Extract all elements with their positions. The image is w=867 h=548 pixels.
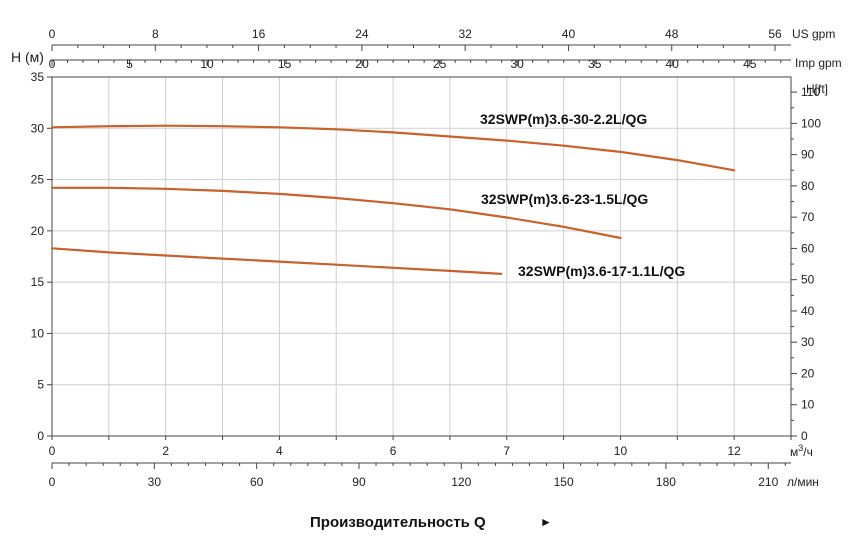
y-left-axis-label: H (м) bbox=[11, 49, 44, 65]
y-right-tick-label: 70 bbox=[801, 210, 815, 224]
y-right-tick-label: 20 bbox=[801, 366, 815, 380]
y-left-tick-label: 10 bbox=[31, 326, 45, 340]
x-lmin-tick-label: 30 bbox=[148, 475, 162, 489]
x-top-imp-tick-label: 45 bbox=[743, 57, 757, 71]
y-right-tick-label: 10 bbox=[801, 398, 815, 412]
x-m3h-tick-label: 4 bbox=[276, 444, 283, 458]
series-layer: 32SWP(m)3.6-30-2.2L/QG 32SWP(m)3.6-23-1.5… bbox=[50, 111, 736, 279]
x-lmin-tick-label: 90 bbox=[352, 475, 366, 489]
x-top-imp-tick-label: 35 bbox=[588, 57, 602, 71]
y-left-tick-label: 35 bbox=[31, 70, 45, 84]
y-left-tick-label: 0 bbox=[37, 429, 44, 443]
x-lmin-tick-label: 120 bbox=[451, 475, 471, 489]
y-right-tick-label: 60 bbox=[801, 241, 815, 255]
y-left-tick-label: 30 bbox=[31, 121, 45, 135]
x-m3h-tick-label: 7 bbox=[503, 444, 510, 458]
y-right-tick-label: 110 bbox=[801, 85, 820, 99]
x-axis-arrow-icon: ► bbox=[540, 515, 552, 529]
plot-frame bbox=[51, 76, 792, 437]
m3h-label-base: м bbox=[790, 445, 798, 459]
x-lmin-tick-label: 180 bbox=[656, 475, 676, 489]
x-m3h-tick-label: 12 bbox=[727, 444, 741, 458]
x-m3h-axis-label: м3/ч bbox=[790, 443, 813, 459]
x-top-imp-tick-label: 20 bbox=[355, 57, 369, 71]
x-top-us-tick-label: 32 bbox=[458, 27, 472, 41]
series-label: 32SWP(m)3.6-23-1.5L/QG bbox=[481, 191, 648, 207]
x-top-us-tick-label: 56 bbox=[768, 27, 782, 41]
y-right-axis-label: H[ft] bbox=[806, 82, 828, 96]
m3h-label-sup: 3 bbox=[798, 443, 803, 453]
x-top-us-tick-label: 40 bbox=[562, 27, 576, 41]
x-top-imp-tick-label: 30 bbox=[510, 57, 524, 71]
m3h-label-tail: /ч bbox=[803, 445, 813, 459]
y-left-tick-label: 20 bbox=[31, 224, 45, 238]
x-top-us-tick-label: 0 bbox=[49, 27, 56, 41]
x-m3h-tick-label: 0 bbox=[49, 444, 56, 458]
x-top-imp-gpm-label: Imp gpm bbox=[795, 56, 842, 70]
x-lmin-tick-label: 150 bbox=[554, 475, 574, 489]
y-right-tick-label: 30 bbox=[801, 335, 815, 349]
x-top-imp-tick-label: 10 bbox=[200, 57, 214, 71]
x-m3h-tick-label: 10 bbox=[614, 444, 628, 458]
ticks-layer: 0510152025303501020304050607080901001100… bbox=[31, 27, 822, 489]
x-top-us-tick-label: 8 bbox=[152, 27, 159, 41]
x-top-us-tick-label: 24 bbox=[355, 27, 369, 41]
grid-layer bbox=[51, 76, 792, 437]
x-m3h-tick-label: 6 bbox=[390, 444, 397, 458]
series-label: 32SWP(m)3.6-17-1.1L/QG bbox=[518, 263, 685, 279]
y-left-tick-label: 5 bbox=[37, 378, 44, 392]
x-lmin-tick-label: 210 bbox=[758, 475, 778, 489]
x-top-imp-tick-label: 5 bbox=[126, 57, 133, 71]
x-top-imp-tick-label: 0 bbox=[49, 57, 56, 71]
y-right-tick-label: 100 bbox=[801, 116, 821, 130]
x-axis-title: Производительность Q bbox=[310, 514, 486, 531]
x-top-imp-tick-label: 15 bbox=[278, 57, 292, 71]
labels-layer: H (м) H[ft] US gpm Imp gpm м3/ч л/мин Пр… bbox=[11, 27, 842, 531]
series-label: 32SWP(m)3.6-30-2.2L/QG bbox=[480, 111, 647, 127]
y-right-tick-label: 50 bbox=[801, 273, 815, 287]
y-right-tick-label: 90 bbox=[801, 148, 815, 162]
x-top-us-tick-label: 16 bbox=[252, 27, 266, 41]
y-right-tick-label: 0 bbox=[801, 429, 808, 443]
y-right-tick-label: 80 bbox=[801, 179, 815, 193]
series-line bbox=[50, 186, 622, 240]
y-left-tick-label: 15 bbox=[31, 275, 45, 289]
x-lmin-tick-label: 60 bbox=[250, 475, 264, 489]
x-lmin-axis-label: л/мин bbox=[787, 475, 819, 489]
axes-layer bbox=[51, 44, 792, 464]
x-top-imp-tick-label: 25 bbox=[433, 57, 447, 71]
x-top-imp-tick-label: 40 bbox=[666, 57, 680, 71]
series-line bbox=[50, 247, 503, 275]
x-top-us-gpm-label: US gpm bbox=[792, 27, 835, 41]
y-left-tick-label: 25 bbox=[31, 173, 45, 187]
x-lmin-tick-label: 0 bbox=[49, 475, 56, 489]
y-right-tick-label: 40 bbox=[801, 304, 815, 318]
x-top-us-tick-label: 48 bbox=[665, 27, 679, 41]
series-line bbox=[50, 124, 736, 172]
x-m3h-tick-label: 2 bbox=[162, 444, 169, 458]
